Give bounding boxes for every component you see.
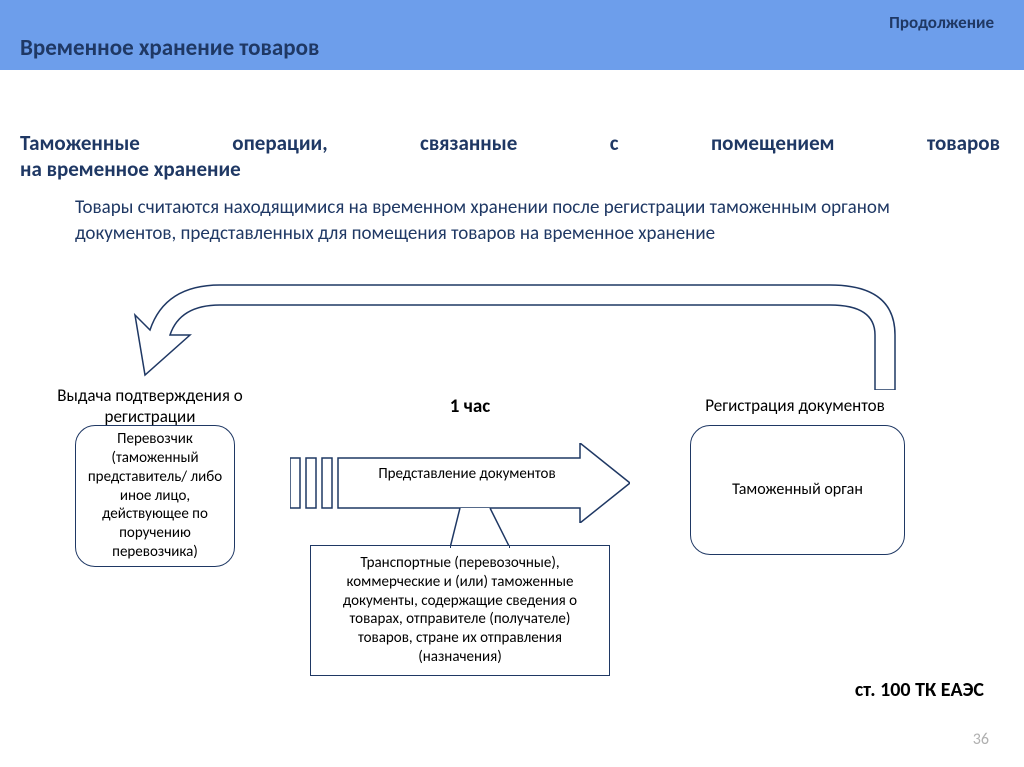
header-bar: Продолжение Временное хранение товаров bbox=[0, 0, 1024, 70]
documents-callout: Транспортные (перевозочные), коммерчески… bbox=[310, 545, 610, 676]
page-number: 36 bbox=[973, 730, 989, 749]
subtitle-w2: связанные bbox=[420, 130, 517, 156]
subtitle-w4: помещением bbox=[711, 130, 835, 156]
subtitle: Таможенные операции, связанные с помещен… bbox=[20, 130, 1000, 182]
customs-box: Таможенный орган bbox=[690, 425, 905, 555]
main-title: Временное хранение товаров bbox=[20, 34, 319, 62]
continuation-label: Продолжение bbox=[889, 12, 994, 33]
subtitle-w1: операции, bbox=[232, 130, 327, 156]
customs-box-text: Таможенный орган bbox=[732, 480, 863, 501]
article-reference: ст. 100 ТК ЕАЭС bbox=[855, 678, 984, 702]
subtitle-w5: товаров bbox=[927, 130, 1000, 156]
callout-text: Транспортные (перевозочные), коммерчески… bbox=[343, 554, 577, 666]
subtitle-line2: на временное хранение bbox=[20, 156, 1000, 182]
right-label: Регистрация документов bbox=[665, 395, 925, 416]
carrier-box-text: Перевозчик (таможенный представитель/ ли… bbox=[82, 430, 228, 561]
subtitle-w0: Таможенные bbox=[20, 130, 140, 156]
left-label: Выдача подтверждения о регистрации bbox=[45, 385, 255, 427]
callout-pointer bbox=[450, 508, 510, 548]
subtitle-w3: с bbox=[610, 130, 619, 156]
center-label: 1 час bbox=[395, 395, 545, 418]
curved-return-arrow bbox=[130, 275, 920, 390]
description-text: Товары считаются находящимися на временн… bbox=[75, 195, 955, 246]
arrow-label: Представление документов bbox=[352, 465, 582, 483]
carrier-box: Перевозчик (таможенный представитель/ ли… bbox=[75, 425, 235, 567]
